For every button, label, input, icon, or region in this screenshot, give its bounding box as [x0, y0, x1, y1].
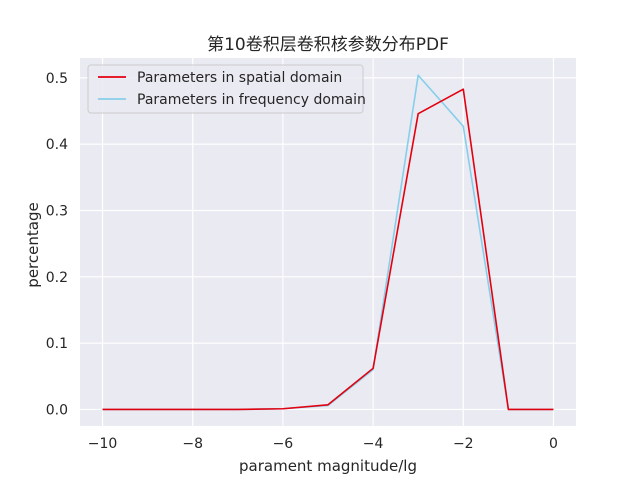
legend-entry: Parameters in frequency domain: [137, 92, 366, 108]
legend: Parameters in spatial domain Parameters i…: [87, 64, 366, 114]
x-tick-label: −4: [363, 436, 384, 452]
x-axis-label: parament magnitude/lg: [239, 457, 417, 475]
legend-entry: Parameters in spatial domain: [137, 70, 342, 86]
grid: [80, 58, 576, 426]
x-tick-label: −2: [453, 436, 474, 452]
y-tick-label: 0.1: [46, 336, 68, 352]
series-layer: [102, 74, 554, 411]
y-tick-label: 0.5: [46, 71, 68, 87]
y-axis-label: percentage: [24, 202, 42, 287]
x-axis-ticks: −10 −8 −6 −4 −2 0: [88, 436, 558, 452]
chart-title: 第10卷积层卷积核参数分布PDF: [207, 35, 449, 55]
x-tick-label: 0: [549, 436, 558, 452]
x-tick-label: −10: [88, 436, 118, 452]
y-tick-label: 0.4: [46, 137, 68, 153]
legend-frame: [87, 64, 364, 114]
y-tick-label: 0.0: [46, 402, 68, 418]
series-line: [102, 88, 554, 411]
y-tick-label: 0.3: [46, 204, 68, 220]
y-tick-label: 0.2: [46, 270, 68, 286]
plot-area: [80, 58, 576, 426]
x-tick-label: −8: [182, 436, 203, 452]
y-axis-ticks: 0.0 0.1 0.2 0.3 0.4 0.5: [46, 71, 68, 419]
x-tick-label: −6: [273, 436, 294, 452]
